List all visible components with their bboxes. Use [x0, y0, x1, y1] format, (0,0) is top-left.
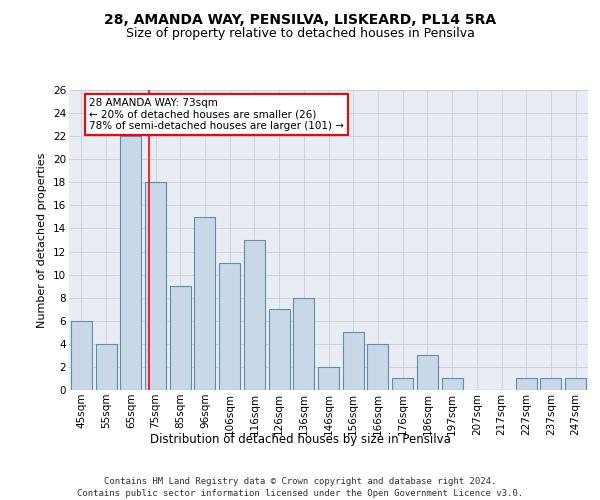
- Bar: [95, 344, 116, 390]
- Bar: [145, 182, 166, 390]
- Bar: [170, 286, 191, 390]
- Bar: [194, 217, 215, 390]
- Bar: [120, 136, 141, 390]
- Bar: [367, 344, 388, 390]
- Bar: [516, 378, 537, 390]
- Text: Distribution of detached houses by size in Pensilva: Distribution of detached houses by size …: [149, 432, 451, 446]
- Bar: [71, 321, 92, 390]
- Bar: [541, 378, 562, 390]
- Bar: [417, 356, 438, 390]
- Bar: [293, 298, 314, 390]
- Bar: [343, 332, 364, 390]
- Text: Size of property relative to detached houses in Pensilva: Size of property relative to detached ho…: [125, 28, 475, 40]
- Text: Contains HM Land Registry data © Crown copyright and database right 2024.
Contai: Contains HM Land Registry data © Crown c…: [77, 476, 523, 498]
- Bar: [219, 263, 240, 390]
- Y-axis label: Number of detached properties: Number of detached properties: [37, 152, 47, 328]
- Text: 28 AMANDA WAY: 73sqm
← 20% of detached houses are smaller (26)
78% of semi-detac: 28 AMANDA WAY: 73sqm ← 20% of detached h…: [89, 98, 344, 132]
- Bar: [392, 378, 413, 390]
- Bar: [318, 367, 339, 390]
- Text: 28, AMANDA WAY, PENSILVA, LISKEARD, PL14 5RA: 28, AMANDA WAY, PENSILVA, LISKEARD, PL14…: [104, 12, 496, 26]
- Bar: [244, 240, 265, 390]
- Bar: [442, 378, 463, 390]
- Bar: [565, 378, 586, 390]
- Bar: [269, 309, 290, 390]
